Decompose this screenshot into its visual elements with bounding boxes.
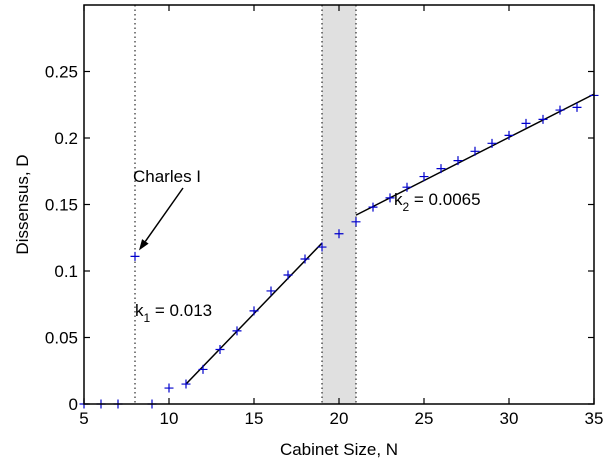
data-point-22 [368, 202, 378, 212]
data-point-25 [419, 172, 429, 182]
data-point-32 [538, 114, 548, 124]
fit-label-k1: k1 = 0.013 [135, 301, 212, 325]
data-point-34 [572, 102, 582, 112]
x-tick-label-35: 35 [585, 409, 604, 428]
data-point-10 [164, 383, 174, 393]
annotation-charles-i: Charles I [133, 167, 201, 186]
data-point-31 [521, 118, 531, 128]
y-axis-label: Dissensus, D [13, 154, 32, 254]
x-tick-label-10: 10 [160, 409, 179, 428]
data-point-12 [198, 364, 208, 374]
data-point-19 [317, 242, 327, 252]
data-point-11 [181, 379, 191, 389]
data-point-16 [266, 286, 276, 296]
y-tick-label-4: 0.2 [54, 129, 78, 148]
data-point-15 [249, 306, 259, 316]
data-point-24 [402, 182, 412, 192]
fit-lines-layer [185, 93, 595, 385]
fit-label-k2-symbol: k [394, 190, 403, 209]
data-point-23 [385, 193, 395, 203]
data-point-33 [555, 105, 565, 115]
x-tick-label-20: 20 [330, 409, 349, 428]
x-tick-label-25: 25 [415, 409, 434, 428]
vertical-lines-layer [134, 5, 357, 404]
ticks-layer: 5 10 15 20 25 30 35 0 0.05 0.1 0.15 0.2 0.25 [45, 5, 604, 428]
data-point-14 [232, 326, 242, 336]
data-point-27 [453, 156, 463, 166]
fit-label-k2-value: = 0.0065 [409, 190, 480, 209]
x-tick-label-5: 5 [79, 409, 88, 428]
x-axis-label: Cabinet Size, N [280, 440, 398, 459]
y-tick-label-5: 0.25 [45, 63, 78, 82]
data-point-20 [334, 229, 344, 239]
fit-label-k1-subscript: 1 [144, 311, 151, 325]
data-point-17 [283, 270, 293, 280]
y-tick-label-0: 0 [69, 395, 78, 414]
data-point-13 [215, 344, 225, 354]
x-tick-label-30: 30 [500, 409, 519, 428]
fit-label-k2-subscript: 2 [403, 200, 410, 214]
annotation-layer: Charles I [133, 167, 201, 251]
x-tick-label-15: 15 [245, 409, 264, 428]
data-point-18 [300, 254, 310, 264]
y-tick-label-3: 0.15 [45, 196, 78, 215]
data-point-26 [436, 164, 446, 174]
y-tick-label-2: 0.1 [54, 262, 78, 281]
shaded-region-layer [322, 5, 356, 404]
fit-label-k2: k2 = 0.0065 [394, 190, 481, 214]
data-point-28 [470, 146, 480, 156]
fit-label-k1-symbol: k [135, 301, 144, 320]
data-point-29 [487, 138, 497, 148]
y-tick-label-1: 0.05 [45, 329, 78, 348]
annotation-arrow-head [139, 239, 149, 251]
data-point-21 [351, 217, 361, 227]
annotation-arrow-line [144, 187, 184, 242]
fit-label-k1-value: = 0.013 [150, 301, 212, 320]
data-point-30 [504, 130, 514, 140]
data-point-8 [130, 251, 140, 261]
shaded-region [322, 5, 356, 404]
